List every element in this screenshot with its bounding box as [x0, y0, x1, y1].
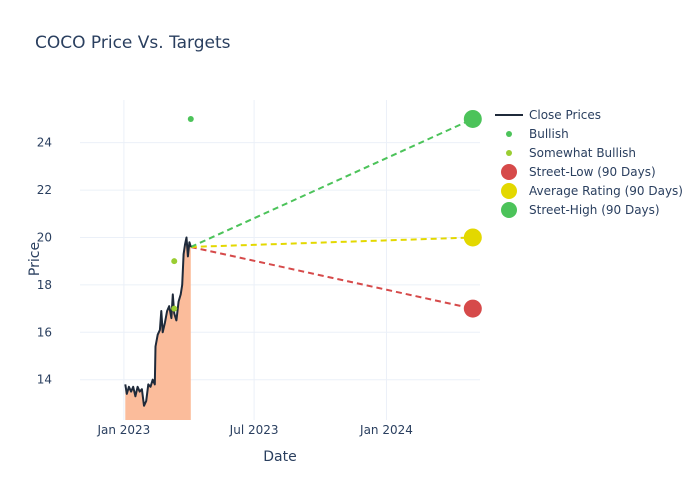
- legend-label: Somewhat Bullish: [529, 146, 636, 160]
- x-axis-title: Date: [263, 449, 296, 465]
- chart-title: COCO Price Vs. Targets: [35, 33, 231, 53]
- rating-markers: [171, 109, 482, 318]
- y-tick-label: 14: [37, 373, 52, 387]
- target-marker: [463, 228, 482, 247]
- rating-point: [187, 115, 194, 122]
- legend-label: Bullish: [529, 127, 569, 141]
- target-line: [190, 118, 474, 248]
- target-marker: [463, 299, 482, 318]
- rating-point: [171, 258, 178, 265]
- legend-dot-swatch: [506, 131, 512, 137]
- legend-dot-swatch: [506, 150, 512, 156]
- legend-label: Close Prices: [529, 108, 601, 122]
- legend-circle-swatch: [501, 202, 517, 218]
- legend-label: Average Rating (90 Days): [529, 184, 683, 198]
- close-price-area: [125, 237, 191, 420]
- legend-circle-swatch: [501, 164, 517, 180]
- y-tick-label: 18: [37, 278, 52, 292]
- target-line: [190, 245, 474, 310]
- y-tick-label: 16: [37, 325, 52, 339]
- legend-label: Street-Low (90 Days): [529, 165, 656, 179]
- y-tick-label: 24: [37, 136, 52, 150]
- rating-point: [171, 305, 178, 312]
- target-marker: [463, 109, 482, 128]
- y-axis-title: Price: [27, 242, 43, 276]
- x-tick-label: Jul 2023: [229, 423, 279, 437]
- target-line: [190, 236, 473, 248]
- y-tick-label: 20: [37, 230, 52, 244]
- grid-lines: [80, 100, 480, 420]
- legend-circle-swatch: [501, 183, 517, 199]
- legend: Close Prices Bullish Somewhat Bullish Stree…: [495, 108, 683, 218]
- x-tick-label: Jan 2024: [359, 423, 413, 437]
- axis-ticks: 14 16 18 20 22 24 Jan 2023 Jul 2023 Jan 2024: [37, 136, 413, 437]
- legend-label: Street-High (90 Days): [529, 203, 660, 217]
- close-price-path: [124, 236, 192, 407]
- close-price-fill: [125, 237, 191, 420]
- x-tick-label: Jan 2023: [96, 423, 150, 437]
- y-tick-label: 22: [37, 183, 52, 197]
- close-price-line: [124, 236, 192, 407]
- target-lines: [190, 118, 474, 310]
